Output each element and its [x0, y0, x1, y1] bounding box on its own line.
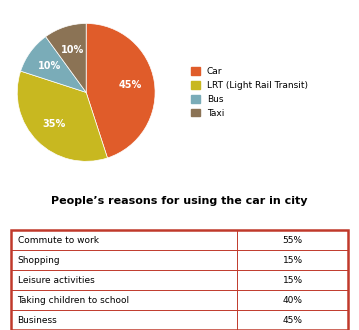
Text: 10%: 10% — [38, 61, 61, 71]
Text: Taking children to school: Taking children to school — [18, 296, 130, 305]
Text: 45%: 45% — [283, 315, 303, 324]
Text: 15%: 15% — [283, 256, 303, 265]
Wedge shape — [17, 71, 107, 161]
Text: 35%: 35% — [43, 119, 66, 129]
Text: 45%: 45% — [119, 81, 142, 90]
Text: Shopping: Shopping — [18, 256, 60, 265]
Wedge shape — [46, 23, 86, 92]
Wedge shape — [86, 23, 155, 158]
Legend: Car, LRT (Light Rail Transit), Bus, Taxi: Car, LRT (Light Rail Transit), Bus, Taxi — [191, 67, 308, 118]
Text: 10%: 10% — [61, 45, 84, 55]
Text: Commute to work: Commute to work — [18, 236, 98, 245]
Wedge shape — [20, 37, 86, 92]
Text: Leisure activities: Leisure activities — [18, 276, 94, 284]
Text: 55%: 55% — [283, 236, 303, 245]
Bar — [11, 230, 348, 330]
Text: 15%: 15% — [283, 276, 303, 284]
Text: Business: Business — [18, 315, 57, 324]
Text: 40%: 40% — [283, 296, 303, 305]
Text: People’s reasons for using the car in city: People’s reasons for using the car in ci… — [51, 196, 308, 206]
